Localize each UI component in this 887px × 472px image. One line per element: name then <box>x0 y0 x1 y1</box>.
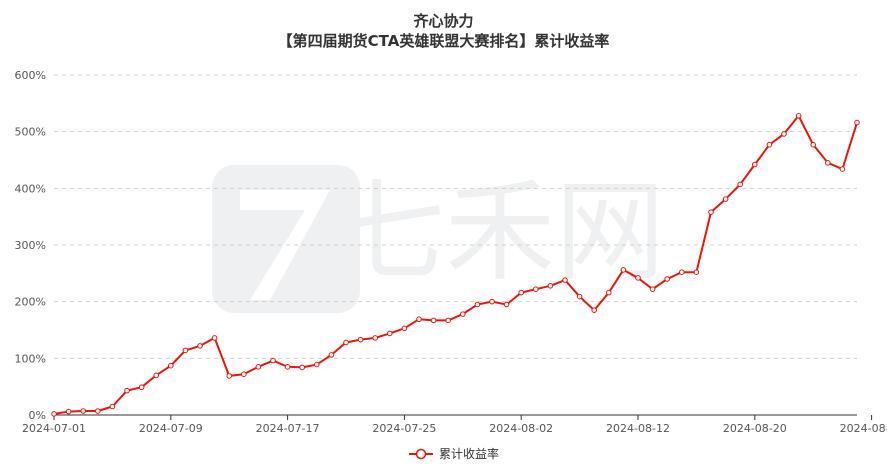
data-point <box>95 408 101 414</box>
watermark-logo: 七禾网 <box>212 165 665 313</box>
x-axis: 2024-07-01 2024-07-09 2024-07-17 2024-07-25… <box>22 414 887 435</box>
x-tick-label: 2024-08-02 <box>489 422 553 435</box>
data-point <box>679 269 685 276</box>
y-axis: 0% 100% 200% 300% 400% 500% 600% <box>15 69 46 422</box>
chart-subtitle: 【第四届期货CTA英雄联盟大赛排名】累计收益率 <box>277 32 610 50</box>
data-point <box>241 371 247 378</box>
data-point <box>722 196 729 202</box>
data-point <box>620 267 627 273</box>
data-point <box>518 289 525 296</box>
data-point <box>314 361 320 368</box>
data-point <box>664 276 671 282</box>
data-point <box>649 286 656 293</box>
data-point <box>474 301 481 308</box>
x-tick-label: 2024-08-20 <box>723 422 787 435</box>
x-tick-label: 2024-08-28 <box>840 422 887 435</box>
data-point <box>357 336 364 343</box>
data-point <box>795 113 802 119</box>
data-point <box>153 372 159 379</box>
data-point <box>328 352 335 358</box>
data-point <box>445 317 452 324</box>
data-point <box>270 357 276 364</box>
y-tick-label: 300% <box>15 239 46 252</box>
data-point <box>109 403 116 410</box>
x-tick-label: 2024-07-25 <box>372 422 436 435</box>
x-tick-label: 2024-07-09 <box>139 422 203 435</box>
data-point <box>401 325 408 332</box>
data-point <box>562 277 568 283</box>
data-point <box>168 362 174 369</box>
data-point <box>591 307 598 313</box>
data-point <box>547 283 554 289</box>
y-tick-label: 200% <box>15 296 46 309</box>
data-point <box>693 269 700 276</box>
data-point <box>810 141 817 148</box>
gridlines <box>54 74 857 359</box>
data-point <box>708 209 714 215</box>
y-tick-label: 500% <box>15 126 46 139</box>
data-point <box>211 335 218 341</box>
data-point <box>138 384 145 391</box>
data-point <box>124 387 130 394</box>
chart-title: 齐心协力 <box>413 12 474 30</box>
data-point <box>226 373 232 379</box>
data-point <box>825 160 831 166</box>
y-tick-label: 400% <box>15 182 46 195</box>
data-point <box>343 339 349 346</box>
data-point <box>606 289 612 296</box>
x-tick-label: 2024-08-12 <box>606 422 670 435</box>
data-point <box>284 364 291 370</box>
data-point <box>387 330 393 337</box>
series-cumulative-return <box>51 113 860 417</box>
x-tick-label: 2024-07-01 <box>22 422 86 435</box>
x-tick-label: 2024-07-17 <box>256 422 320 435</box>
data-point <box>255 364 262 370</box>
watermark-text: 七禾网 <box>335 168 665 296</box>
data-point <box>460 311 466 317</box>
data-point <box>635 275 641 281</box>
data-point <box>80 408 86 414</box>
data-point <box>781 131 787 137</box>
data-point <box>197 343 203 349</box>
data-point <box>489 298 495 305</box>
y-tick-label: 600% <box>15 69 46 82</box>
data-point <box>576 293 583 300</box>
data-point <box>752 161 758 168</box>
legend[interactable]: 累计收益率 <box>409 446 499 461</box>
data-point <box>503 301 510 308</box>
legend-marker <box>415 448 427 460</box>
data-point <box>854 119 860 126</box>
data-point <box>430 317 437 324</box>
data-point <box>737 181 744 188</box>
data-point <box>51 411 57 417</box>
data-point <box>766 141 773 148</box>
data-point <box>839 166 846 172</box>
data-point <box>65 408 72 415</box>
data-point <box>299 364 306 371</box>
y-tick-label: 0% <box>29 409 46 422</box>
data-point <box>533 286 539 293</box>
data-point <box>182 347 189 354</box>
y-tick-label: 100% <box>15 352 46 365</box>
legend-label: 累计收益率 <box>439 446 499 461</box>
data-point <box>416 316 422 323</box>
data-point <box>372 335 379 341</box>
